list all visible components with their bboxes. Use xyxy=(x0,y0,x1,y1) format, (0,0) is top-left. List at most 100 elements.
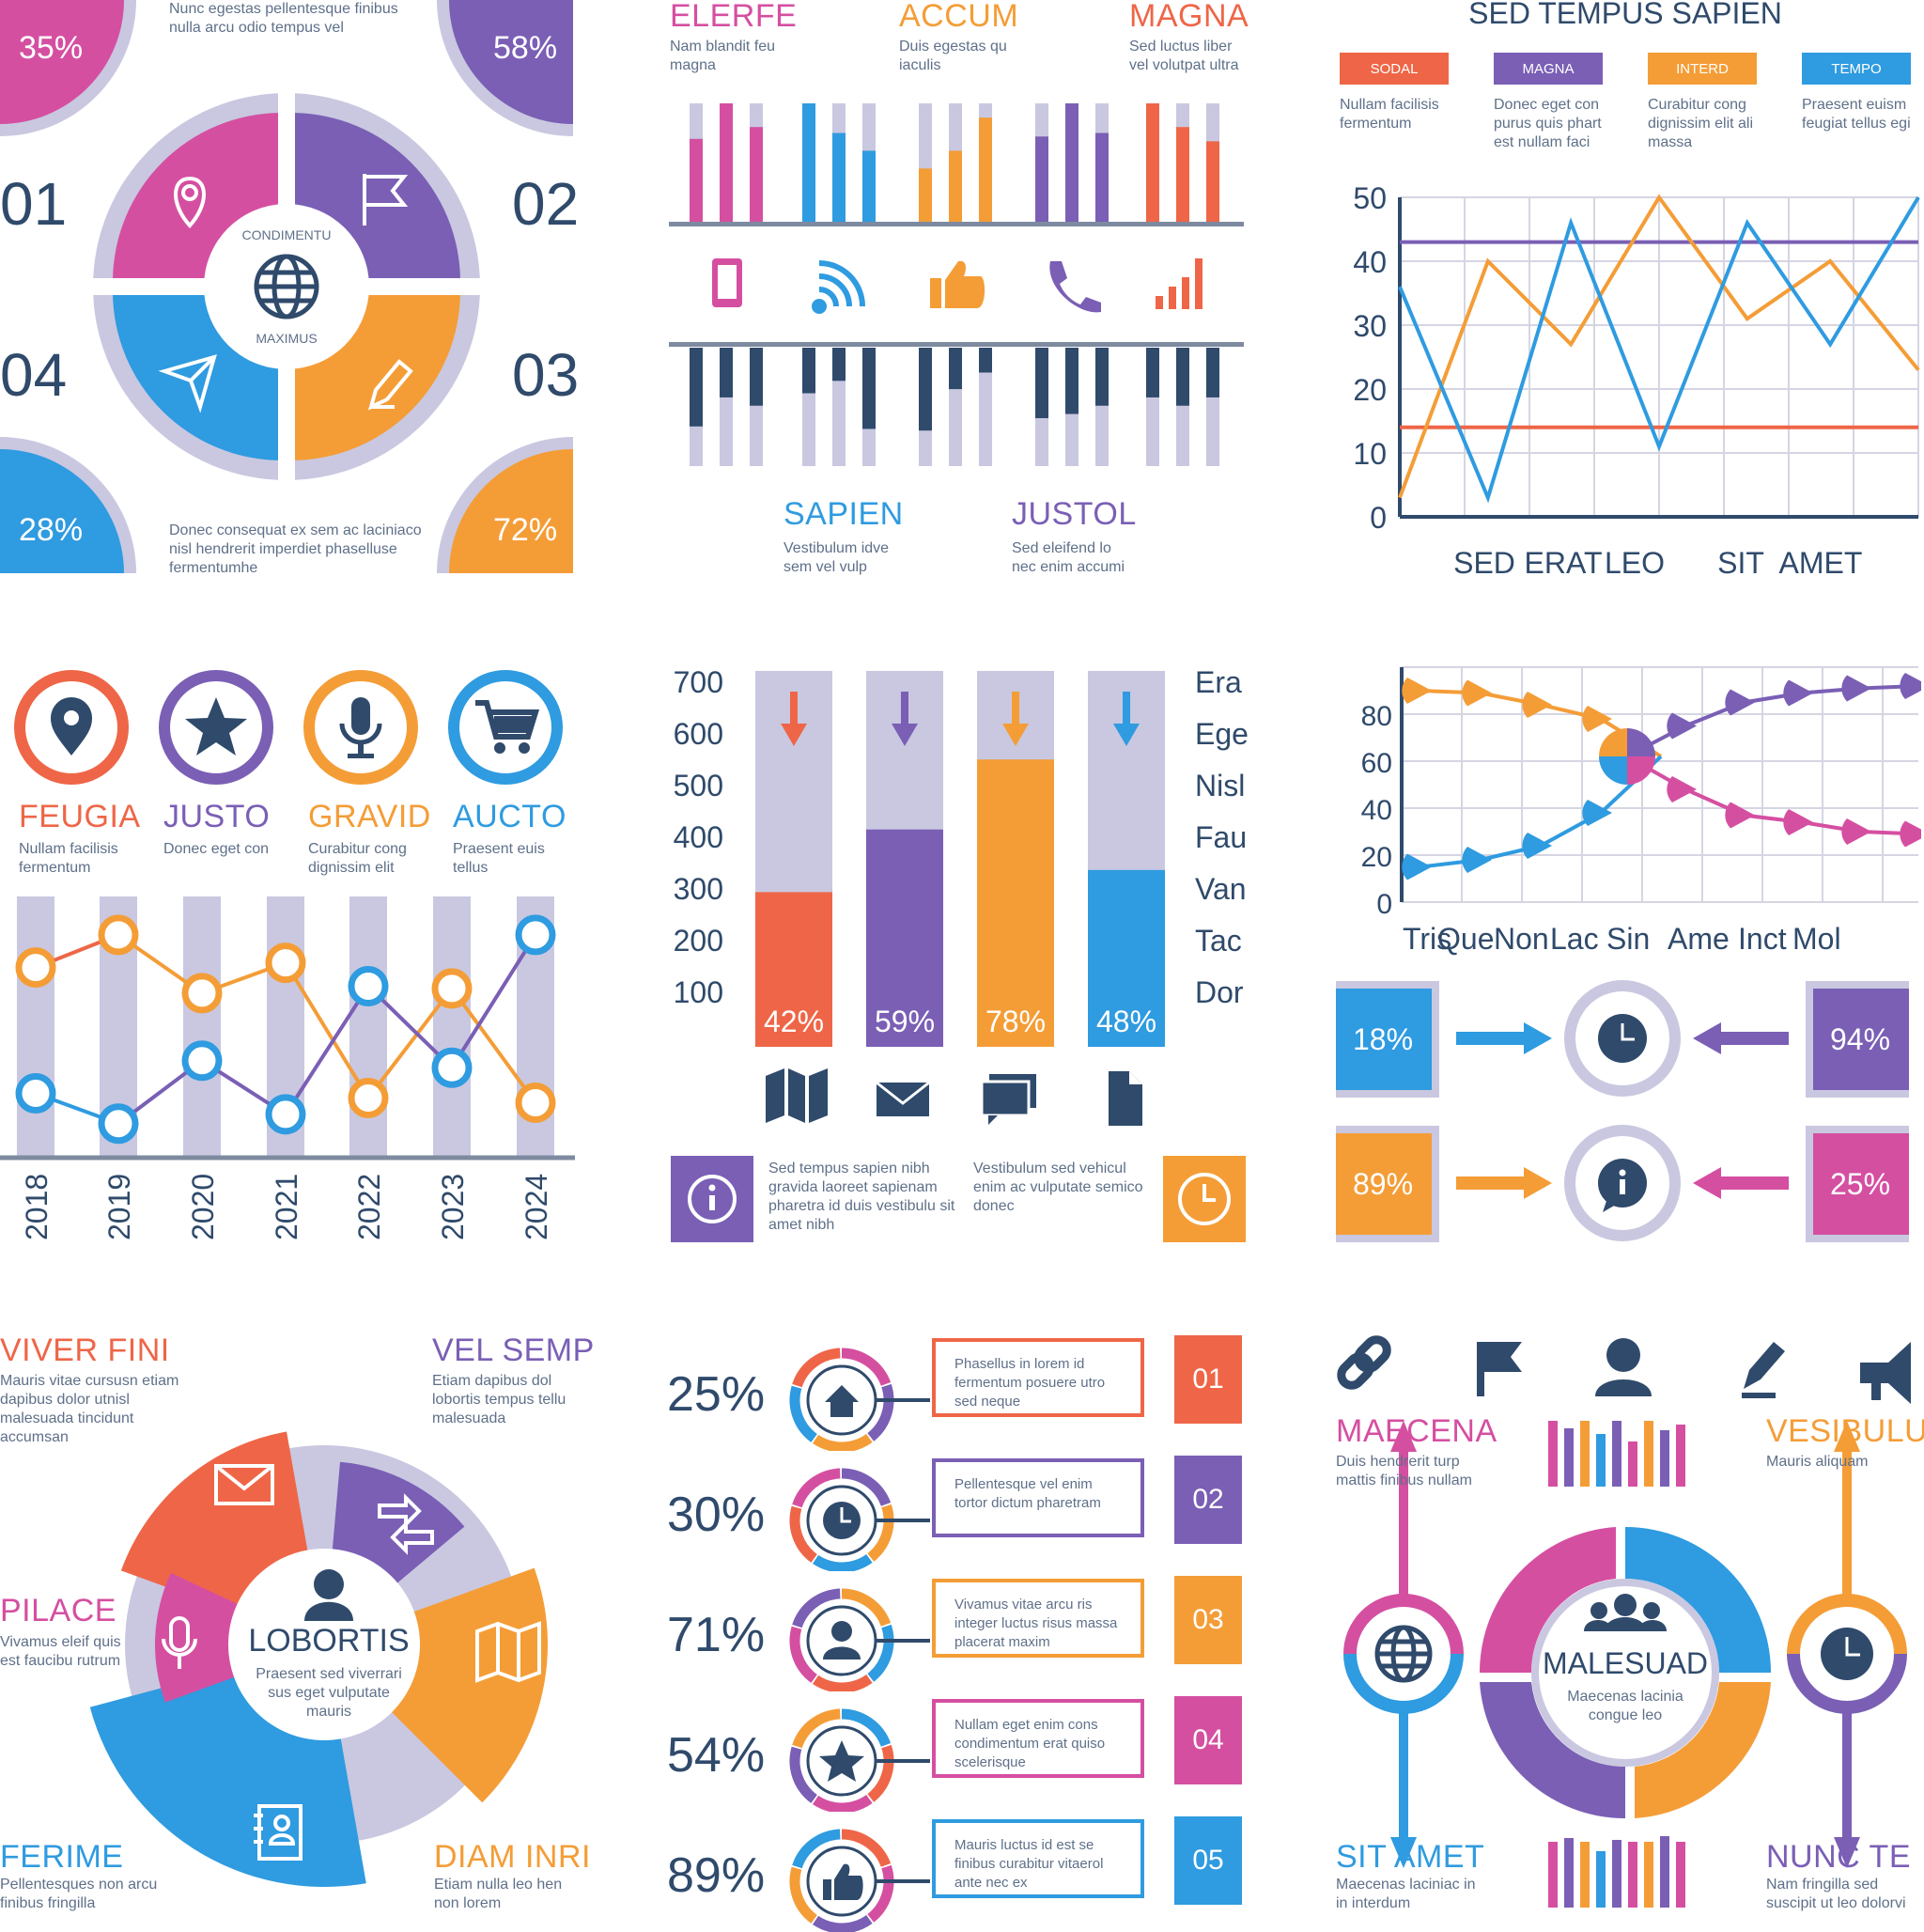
chart4-center-pie xyxy=(1599,728,1627,756)
chart1-series-tempo xyxy=(1398,195,1920,504)
chart2-column xyxy=(349,896,387,1158)
globe-icon xyxy=(254,254,319,319)
p2-bottom-bar xyxy=(979,348,992,373)
wheel-center-bottom-label: MAXIMUS xyxy=(256,331,318,346)
p7-center xyxy=(228,1549,420,1740)
arrow-purple-left xyxy=(1693,1022,1789,1054)
p9-center-title: MALESUAD xyxy=(1542,1646,1709,1680)
chart2-xtick: 2018 xyxy=(20,1174,54,1240)
p8-pct-05: 89% xyxy=(667,1848,766,1903)
chart1-ytick: 50 xyxy=(1353,181,1387,215)
link-icon xyxy=(1337,1335,1391,1390)
number-02: 02 xyxy=(512,170,580,238)
p2-desc-elerfe: Nam blandit feu magna xyxy=(670,39,776,73)
paper-plane-icon xyxy=(158,354,217,413)
legend-desc-interd: Curabitur cong dignissim elit ali massa xyxy=(1648,97,1754,150)
corner-tr-fill xyxy=(449,0,573,124)
location-pin-icon xyxy=(14,670,129,785)
p7-label-ml: PILACE xyxy=(0,1593,116,1628)
chart3-ytick: 100 xyxy=(674,975,723,1009)
p9-bottom-bar xyxy=(1580,1842,1590,1908)
p9-vesibulu: VESIBULU xyxy=(1766,1413,1924,1449)
p7-desc-ml: Vivamus eleif quis est faucibu rutrum xyxy=(0,1634,121,1669)
chart4-marker-blue xyxy=(1462,847,1492,873)
p4-desc-justo: Donec eget con xyxy=(163,841,270,857)
chart3-value-label: 59% xyxy=(875,1005,935,1038)
p9-bottom-bar xyxy=(1548,1842,1558,1908)
chart3-plot: 700 600 500 400 300 200 100 Era Ege Nisl Fau Van Tac… xyxy=(671,665,1249,1242)
clock-icon xyxy=(1163,1156,1246,1242)
chart3-arrow-shaft xyxy=(1123,692,1130,727)
chart2-xtick: 2021 xyxy=(270,1174,303,1240)
chart2-point-orange xyxy=(515,1082,556,1123)
corner-br-fill xyxy=(449,449,573,573)
p2-bottom-bar-track xyxy=(979,348,992,466)
p8-text-box-01: Phasellus in lorem id fermentum posuere … xyxy=(932,1338,1144,1417)
chart3-arrow-shaft xyxy=(790,692,798,727)
p9-sitamet: SIT AMET xyxy=(1336,1839,1485,1875)
p8-pct-04: 54% xyxy=(667,1728,766,1783)
p2-top-bar xyxy=(862,150,876,222)
p1-bottom-text: Donec consequat ex sem ac laciniaco nisl… xyxy=(169,522,422,576)
chart3-arrow-head xyxy=(781,724,807,746)
p9-maecena: MAECENA xyxy=(1336,1413,1497,1449)
p4-title-gravid: GRAVID xyxy=(308,799,431,834)
p5-desc-right: Vestibulum sed vehicul enim ac vulputate… xyxy=(973,1161,1143,1214)
chart4-xtick: Mol xyxy=(1792,922,1841,956)
chart2-point-orange xyxy=(181,973,223,1014)
chart4-xtick: Non xyxy=(1494,922,1549,956)
box-89-label: 89% xyxy=(1353,1167,1414,1201)
number-01: 01 xyxy=(0,170,68,238)
pencil-icon xyxy=(367,359,413,411)
chart3-ytick: 300 xyxy=(674,872,723,906)
p9-bottom-bar xyxy=(1660,1836,1669,1908)
p9-top-bar xyxy=(1548,1421,1558,1487)
p9-top-bar xyxy=(1660,1430,1669,1487)
chart3-right-label: Fau xyxy=(1195,820,1247,854)
p8-ring-05 xyxy=(789,1829,930,1932)
chart2-point-blue xyxy=(98,1103,139,1145)
chart4-marker-orange xyxy=(1522,692,1552,718)
chart1-xtick: SED xyxy=(1453,546,1515,580)
p8-ring-01 xyxy=(789,1348,930,1451)
chart2-column xyxy=(17,896,54,1158)
chart4-marker-pink xyxy=(1841,818,1871,845)
p8-ring-02 xyxy=(789,1468,930,1571)
box-25 xyxy=(1813,1133,1909,1235)
p8-pct-02: 30% xyxy=(667,1488,766,1542)
cart-icon xyxy=(448,670,563,785)
p2-title-elerfe: ELERFE xyxy=(670,0,798,34)
p2-top-bar xyxy=(1035,136,1048,222)
chart4-center-pie xyxy=(1627,728,1655,756)
p9-top-bar xyxy=(1644,1421,1653,1487)
chart1-xtick: ERAT xyxy=(1525,546,1603,580)
p8-pct-03: 71% xyxy=(667,1608,766,1662)
center-donut xyxy=(1479,1527,1771,1819)
p8-pct-01: 25% xyxy=(667,1367,766,1422)
chart3-arrow-head xyxy=(892,724,918,746)
chart2-segment-blue xyxy=(284,985,370,1115)
chart4-marker-pink xyxy=(1783,809,1813,835)
p2-bottom-bar xyxy=(1206,348,1219,397)
p7-label-tl: VIVER FINI xyxy=(0,1332,170,1368)
p2-bottom-axis xyxy=(669,342,1244,347)
p9-sitamet-desc: Maecenas laciniac in in interdum xyxy=(1336,1877,1476,1911)
chart3-right-label: Nisl xyxy=(1195,769,1245,802)
chart4-marker-blue xyxy=(1522,833,1552,859)
p7-label-br: DIAM INRI xyxy=(434,1839,591,1875)
clock-icon xyxy=(1598,1014,1647,1063)
chart1-ytick: 30 xyxy=(1353,309,1387,343)
p9-nuncte-desc: Nam fringilla sed suscipit ut leo dolorv… xyxy=(1766,1877,1906,1911)
p2-desc-magna: Sed luctus liber vel volutpat ultra xyxy=(1129,39,1239,73)
chart4-xtick: Que xyxy=(1437,922,1494,956)
chart3-ytick: 700 xyxy=(674,665,723,699)
chart2-point-orange xyxy=(15,947,56,989)
chart2-point-orange xyxy=(98,914,139,956)
p2-top-bar xyxy=(979,117,992,222)
p2-desc-justol: Sed eleifend lo nec enim accumi xyxy=(1012,540,1125,575)
chart1-ytick: 10 xyxy=(1353,437,1387,471)
p7-center-title: LOBORTIS xyxy=(248,1623,410,1659)
corner-pct-bl: 28% xyxy=(19,512,84,548)
chart2-point-orange xyxy=(348,1077,389,1118)
